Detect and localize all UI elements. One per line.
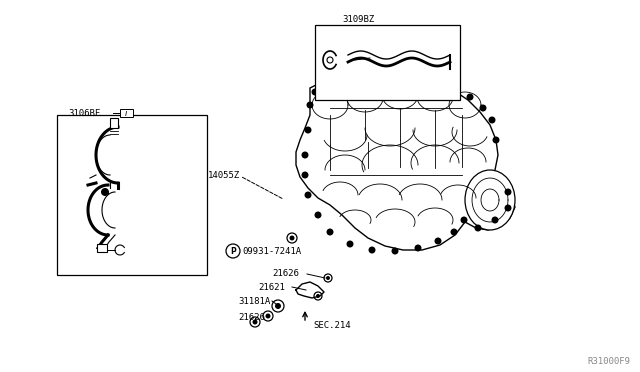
- Circle shape: [314, 212, 321, 218]
- Circle shape: [369, 247, 376, 253]
- Circle shape: [488, 116, 495, 124]
- Circle shape: [479, 105, 486, 112]
- Text: 31181A: 31181A: [238, 296, 270, 305]
- Text: 21626: 21626: [238, 314, 265, 323]
- Circle shape: [376, 68, 383, 76]
- Circle shape: [316, 294, 320, 298]
- Circle shape: [435, 237, 442, 244]
- Text: P: P: [230, 247, 236, 256]
- Text: 3108BE: 3108BE: [68, 189, 100, 198]
- Bar: [97, 244, 107, 252]
- Text: 31182E: 31182E: [375, 54, 407, 62]
- Circle shape: [461, 217, 467, 224]
- Circle shape: [392, 247, 399, 254]
- Ellipse shape: [465, 170, 515, 230]
- Text: 09931-7241A: 09931-7241A: [242, 247, 301, 256]
- Bar: [315, 25, 460, 100]
- Circle shape: [275, 303, 281, 309]
- Circle shape: [301, 171, 308, 179]
- Bar: [120, 109, 133, 117]
- Circle shape: [351, 71, 358, 78]
- Circle shape: [493, 137, 499, 144]
- Circle shape: [305, 192, 312, 199]
- Circle shape: [447, 83, 454, 90]
- Circle shape: [504, 189, 511, 196]
- Circle shape: [326, 276, 330, 280]
- Text: 3106BF: 3106BF: [68, 246, 100, 254]
- Circle shape: [504, 205, 511, 212]
- Circle shape: [312, 89, 319, 96]
- Polygon shape: [296, 70, 515, 250]
- Circle shape: [301, 151, 308, 158]
- Text: 3109BZ: 3109BZ: [342, 16, 374, 25]
- Circle shape: [492, 217, 499, 224]
- Bar: [110, 118, 118, 128]
- Circle shape: [326, 228, 333, 235]
- Circle shape: [266, 314, 271, 318]
- Circle shape: [253, 320, 257, 324]
- Text: 21626: 21626: [272, 269, 299, 279]
- Circle shape: [289, 235, 294, 241]
- Circle shape: [101, 188, 109, 196]
- Text: R31000F9: R31000F9: [587, 357, 630, 366]
- Text: SEC.214: SEC.214: [313, 321, 351, 330]
- Circle shape: [401, 71, 408, 77]
- Text: i: i: [125, 109, 127, 118]
- Circle shape: [467, 93, 474, 100]
- Circle shape: [287, 233, 297, 243]
- Circle shape: [474, 224, 481, 231]
- Bar: [57, 115, 207, 275]
- Circle shape: [451, 228, 458, 235]
- Circle shape: [305, 126, 312, 134]
- Text: 21621: 21621: [258, 282, 285, 292]
- Text: 3106BF: 3106BF: [68, 109, 100, 118]
- Text: 14055Z: 14055Z: [208, 171, 240, 180]
- Circle shape: [307, 102, 314, 109]
- Circle shape: [415, 244, 422, 251]
- Circle shape: [330, 78, 337, 86]
- Circle shape: [346, 241, 353, 247]
- Circle shape: [424, 74, 431, 81]
